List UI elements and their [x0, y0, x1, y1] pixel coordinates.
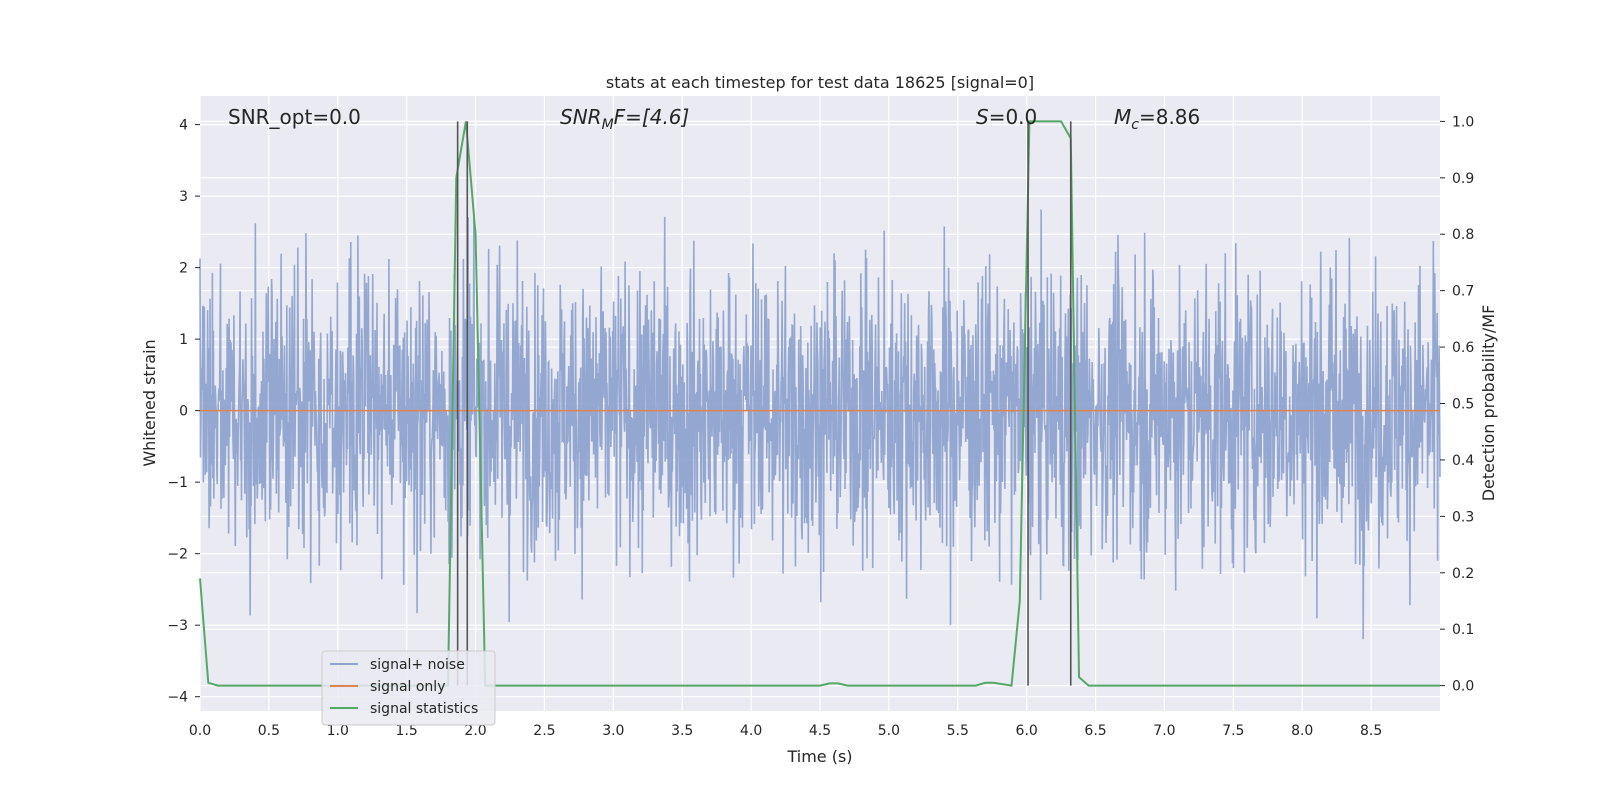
legend-box — [321, 650, 496, 726]
mc-main: M — [1114, 105, 1131, 129]
x-tick-label: 3.0 — [602, 723, 624, 739]
y2-axis-ticks: 1.0 0.9 0.8 0.7 0.6 0.5 0.4 0.3 0.2 0.1 0.0 — [1440, 114, 1474, 695]
x-tick-label: 8.5 — [1360, 723, 1382, 739]
y2-tick-label: 0.3 — [1452, 509, 1474, 525]
y2-tick-label: 1.0 — [1452, 114, 1474, 130]
x-tick-label: 6.0 — [1016, 723, 1038, 739]
series-line-signal-plus-noise — [199, 209, 1441, 640]
y-tick-label: 4 — [179, 118, 188, 134]
x-tick-label: 5.5 — [947, 723, 969, 739]
snr-mf-sub: M — [602, 117, 614, 133]
x-tick-label: 4.5 — [809, 723, 831, 739]
mc-annotation: Mc=8.86 — [1114, 105, 1200, 133]
y-tick-label: 0 — [179, 404, 188, 420]
y-tick-label: 3 — [179, 189, 188, 205]
y2-tick-label: 0.0 — [1452, 679, 1474, 695]
y2-tick-label: 0.4 — [1452, 453, 1474, 469]
y-axis-label: Whitened strain — [140, 339, 159, 466]
y2-axis-label: Detection probability/MF — [1479, 305, 1498, 502]
x-tick-label: 2.0 — [464, 723, 486, 739]
y2-tick-label: 0.5 — [1452, 397, 1474, 413]
mc-sub: c — [1131, 117, 1139, 133]
x-tick-label: 7.5 — [1222, 723, 1244, 739]
y-tick-label: 1 — [179, 332, 188, 348]
snr-mf-annotation: SNRMF=[4.6] — [560, 105, 689, 133]
x-tick-label: 8.0 — [1291, 723, 1313, 739]
y2-tick-label: 0.9 — [1452, 171, 1474, 187]
mc-tail: =8.86 — [1139, 105, 1200, 129]
x-tick-label: 4.0 — [740, 723, 762, 739]
legend: signal+ noise signal only signal statist… — [321, 650, 496, 726]
x-tick-label: 5.0 — [878, 723, 900, 739]
y2-tick-label: 0.8 — [1452, 227, 1474, 243]
x-axis-ticks: 0.0 0.5 1.0 1.5 2.0 2.5 3.0 3.5 4.0 4.5 5.0 5.5 6.0 6… — [189, 723, 1382, 739]
y-tick-label: −1 — [167, 475, 188, 491]
legend-label-signal-noise: signal+ noise — [370, 657, 465, 673]
s-annotation: S=0.0 — [976, 105, 1037, 129]
s-main: S — [976, 105, 989, 129]
legend-label-signal-only: signal only — [370, 679, 445, 695]
y-tick-label: −3 — [167, 618, 188, 634]
x-tick-label: 0.5 — [258, 723, 280, 739]
y-tick-label: −4 — [167, 690, 188, 706]
snr-mf-main: SNR — [560, 105, 602, 129]
snr-mf-tail: F=[4.6] — [614, 105, 690, 129]
y2-tick-label: 0.1 — [1452, 622, 1474, 638]
y2-tick-label: 0.2 — [1452, 566, 1474, 582]
chart-title: stats at each timestep for test data 186… — [606, 73, 1034, 92]
snr-opt-annotation: SNR_opt=0.0 — [228, 105, 361, 129]
y2-tick-label: 0.7 — [1452, 284, 1474, 300]
series-line-signal-statistics — [199, 120, 1440, 687]
x-axis-label: Time (s) — [786, 747, 852, 766]
x-tick-label: 1.0 — [327, 723, 349, 739]
y-axis-ticks: 4 3 2 1 0 −1 −2 −3 −4 — [167, 118, 200, 706]
series-group — [199, 120, 1440, 687]
y-tick-label: −2 — [167, 547, 188, 563]
x-tick-label: 6.5 — [1084, 723, 1106, 739]
x-tick-label: 7.0 — [1153, 723, 1175, 739]
vertical-markers — [456, 121, 1072, 686]
legend-label-signal-statistics: signal statistics — [370, 701, 478, 717]
x-tick-label: 2.5 — [533, 723, 555, 739]
y2-tick-label: 0.6 — [1452, 340, 1474, 356]
x-tick-label: 1.5 — [396, 723, 418, 739]
x-tick-label: 3.5 — [671, 723, 693, 739]
s-tail: =0.0 — [989, 105, 1038, 129]
signal-plus-noise-series — [199, 209, 1441, 640]
x-tick-label: 0.0 — [189, 723, 211, 739]
y-tick-label: 2 — [179, 261, 188, 277]
